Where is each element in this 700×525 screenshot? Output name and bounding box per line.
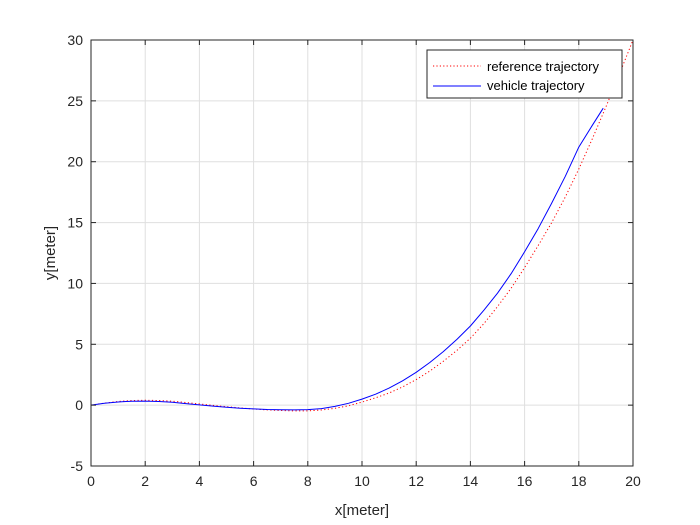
x-tick-label: 6: [250, 473, 258, 489]
x-tick-label: 18: [571, 473, 587, 489]
legend-box: [426, 49, 623, 99]
legend-label-vehicle-trajectory: vehicle trajectory: [487, 78, 585, 93]
x-tick-label: 4: [196, 473, 204, 489]
x-axis-label: x[meter]: [335, 502, 389, 519]
y-tick-label: 15: [67, 215, 83, 231]
x-tick-label: 14: [463, 473, 479, 489]
series-layer: [90, 39, 634, 412]
y-tick-label: 25: [67, 93, 83, 109]
x-tick-label: 0: [87, 473, 95, 489]
y-axis-label: y[meter]: [42, 226, 59, 280]
grid: [91, 40, 633, 466]
y-tick-label: 10: [67, 275, 83, 291]
legend: reference trajectory vehicle trajectory: [426, 49, 623, 99]
y-tick-label: 5: [75, 336, 83, 352]
y-tick-label: 0: [75, 397, 83, 413]
legend-label-reference-trajectory: reference trajectory: [487, 59, 599, 74]
x-tick-label: 2: [141, 473, 149, 489]
y-tick-label: 30: [67, 32, 83, 48]
x-tick-label: 12: [408, 473, 424, 489]
x-tick-label: 10: [354, 473, 370, 489]
x-tick-label: 16: [517, 473, 533, 489]
series-line-vehicle-trajectory: [90, 107, 604, 411]
x-tick-label: 8: [304, 473, 312, 489]
y-tick-label: 20: [67, 154, 83, 170]
x-tick-label: 20: [625, 473, 641, 489]
series-line-reference-trajectory: [90, 39, 634, 412]
y-tick-label: -5: [71, 458, 84, 474]
